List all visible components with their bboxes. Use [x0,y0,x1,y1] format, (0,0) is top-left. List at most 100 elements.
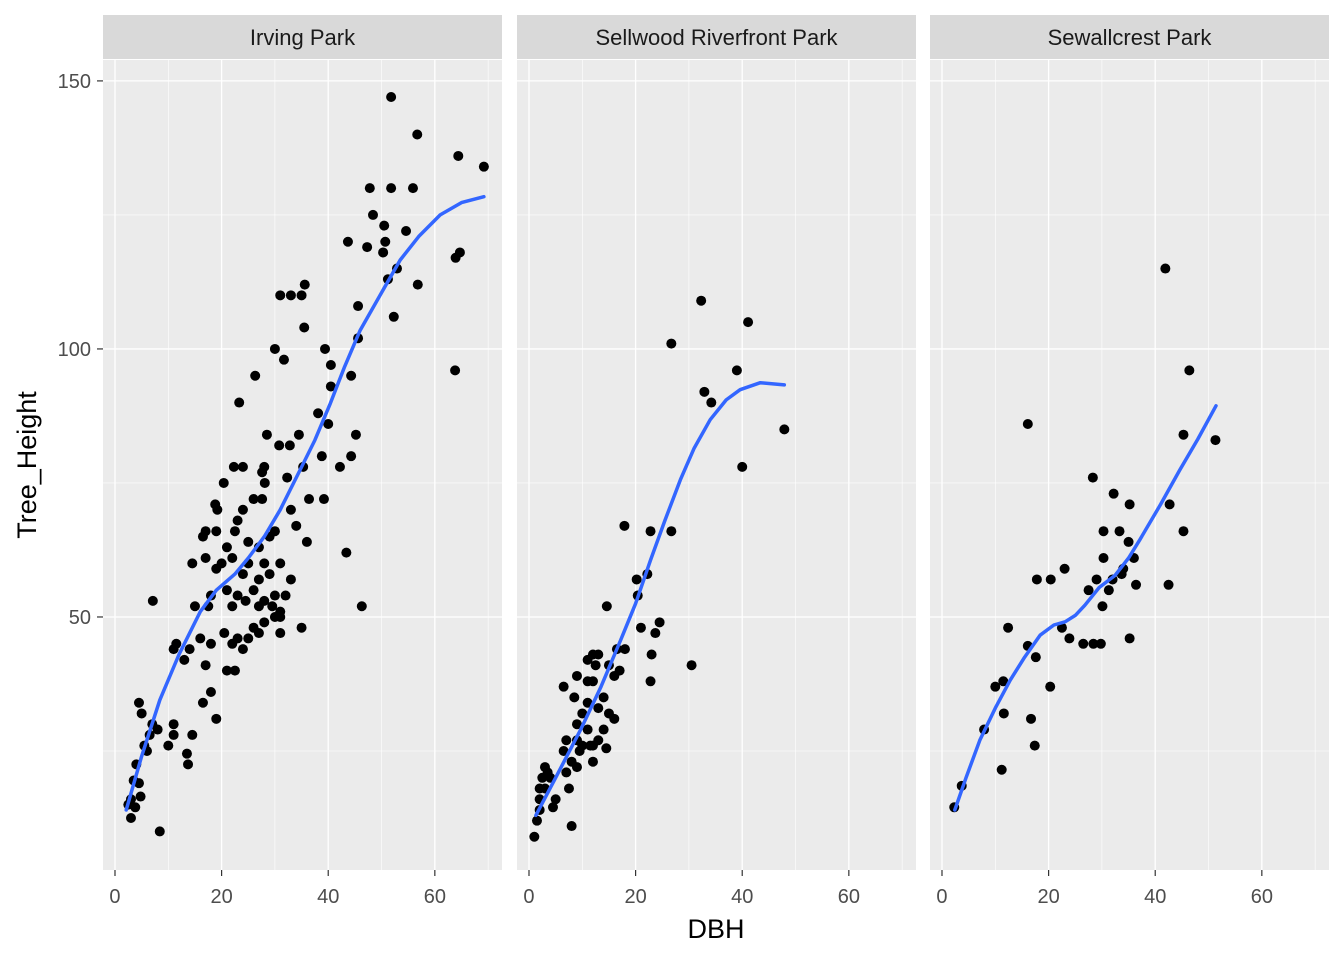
y-tick-label: 50 [69,607,91,629]
data-point [571,762,582,773]
data-point [593,703,604,714]
data-point [264,569,275,580]
x-tick-label: 20 [624,886,646,908]
y-tick-label: 150 [58,71,91,93]
panel-1: Irving Park 0 20 40 60 50 100 150 [58,15,502,908]
data-point [183,759,194,770]
smooth-trend-line [534,380,787,818]
data-point [601,601,612,612]
data-point [601,743,612,754]
data-point [325,381,336,392]
data-point [598,692,609,703]
data-point [275,558,286,569]
data-point [136,708,147,719]
data-point [168,729,179,740]
data-point [229,526,240,537]
data-point [261,429,272,440]
data-point [696,295,707,306]
data-point [1123,536,1134,547]
data-point [232,515,243,526]
data-point [299,279,310,290]
data-point [219,628,230,639]
data-point [388,311,399,322]
data-point [133,697,144,708]
data-point [386,183,397,194]
data-point [686,660,697,671]
data-point [232,590,243,601]
data-point [200,660,211,671]
data-point [412,129,423,140]
data-point [566,821,577,832]
x-tick-label: 40 [1144,886,1166,908]
data-point [259,477,270,488]
data-point [187,729,198,740]
data-point [293,429,304,440]
data-point [666,526,677,537]
data-point [1078,638,1089,649]
data-point [1083,585,1094,596]
data-point [1095,638,1106,649]
data-point [1003,622,1014,633]
data-point [248,585,259,596]
data-point [269,590,280,601]
data-point [478,161,489,172]
data-point [234,397,245,408]
data-point [1022,418,1033,429]
data-point [184,644,195,655]
data-point [699,386,710,397]
data-point [1178,429,1189,440]
data-point [587,676,598,687]
data-point [221,665,232,676]
data-point [1045,681,1056,692]
x-tick-label: 0 [523,886,534,908]
data-point [582,654,593,665]
data-point [1184,365,1195,376]
data-point [582,697,593,708]
data-point [211,563,222,574]
data-point [582,724,593,735]
panel-background [517,60,916,870]
data-point [237,461,248,472]
data-point [1097,601,1108,612]
data-point [212,504,223,515]
data-point [362,242,373,253]
data-point [609,670,620,681]
data-point [274,440,285,451]
x-tick-label: 60 [424,886,446,908]
data-point [237,504,248,515]
data-point [259,558,270,569]
data-point [205,638,216,649]
data-point [1178,526,1189,537]
data-point [737,461,748,472]
data-point [284,440,295,451]
facet-strip [930,15,1329,59]
data-point [197,531,208,542]
data-point [356,601,367,612]
data-point [243,536,254,547]
data-point [320,343,331,354]
data-point [301,536,312,547]
data-point [378,247,389,258]
data-point [1210,435,1221,446]
data-point [569,692,580,703]
data-point [243,633,254,644]
data-point [574,745,585,756]
data-point [342,236,353,247]
y-tick-label: 100 [58,339,91,361]
data-point [635,622,646,633]
data-point [179,654,190,665]
data-point [1026,713,1037,724]
data-point [221,585,232,596]
data-point [609,713,620,724]
smooth-trend-line [124,194,486,812]
data-point [353,301,364,312]
data-point [571,670,582,681]
data-point [269,526,280,537]
data-point [189,601,200,612]
data-point [211,713,222,724]
data-point [135,791,146,802]
data-point [593,649,604,660]
data-point [275,290,286,301]
data-point [1030,652,1041,663]
